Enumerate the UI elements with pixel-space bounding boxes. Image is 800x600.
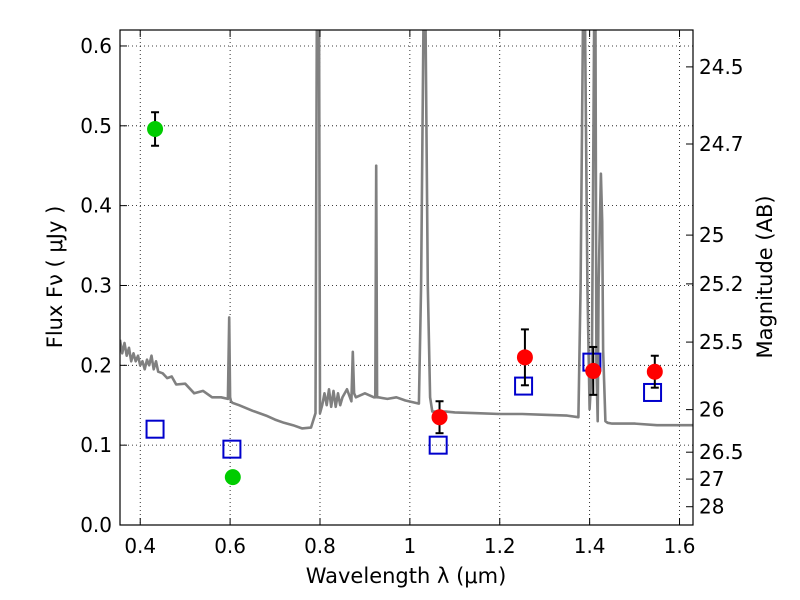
circle-marker [646,363,663,380]
photometry-points [145,111,663,486]
x-tick-label: 1.2 [484,534,516,558]
circle-marker [431,409,448,426]
y2-tick-label: 24.5 [699,55,744,79]
y-tick-label: 0.0 [80,513,112,537]
square-marker [514,376,534,396]
circle-marker [585,362,602,379]
model-spectrum [120,30,693,430]
x-tick-label: 0.8 [304,534,336,558]
x-tick-label: 0.4 [124,534,156,558]
x-tick-label: 1.6 [664,534,696,558]
y-axis-label: Flux Fν ( μJy ) [43,206,67,349]
circle-marker [224,469,241,486]
y-tick-label: 0.5 [80,114,112,138]
y2-tick-label: 25 [699,223,724,247]
grid [120,30,693,526]
y2-tick-label: 26.5 [699,440,744,464]
ticks: 0.4 0.6 0.8 1 1.2 1.4 1.6 0.0 0.1 0.2 0.3 0.4 0.5 0.6… [80,30,744,558]
y2-tick-label: 25.5 [699,330,744,354]
y2-tick-label: 24.7 [699,132,744,156]
x-axis-label: Wavelength λ (μm) [306,564,507,588]
y-tick-label: 0.6 [80,34,112,58]
spectrum-line [120,30,693,430]
y2-tick-label: 27 [699,467,724,491]
plot-frame [119,29,694,526]
square-marker [643,382,663,402]
square-marker [428,435,448,455]
square-marker [145,419,165,439]
y2-tick-label: 28 [699,495,724,519]
y2-tick-label: 26 [699,398,724,422]
plot-background [120,30,693,525]
y2-axis-label: Magnitude (AB) [753,195,777,358]
y2-tick-label: 25.2 [699,272,744,296]
square-marker [222,439,242,459]
y-tick-label: 0.2 [80,353,112,377]
y-tick-label: 0.1 [80,433,112,457]
circle-marker [147,121,164,137]
y-tick-label: 0.4 [80,194,112,218]
y-tick-label: 0.3 [80,273,112,297]
x-tick-label: 0.6 [214,534,246,558]
x-tick-label: 1.4 [574,534,606,558]
circle-marker [516,349,533,366]
x-tick-label: 1 [404,534,417,558]
